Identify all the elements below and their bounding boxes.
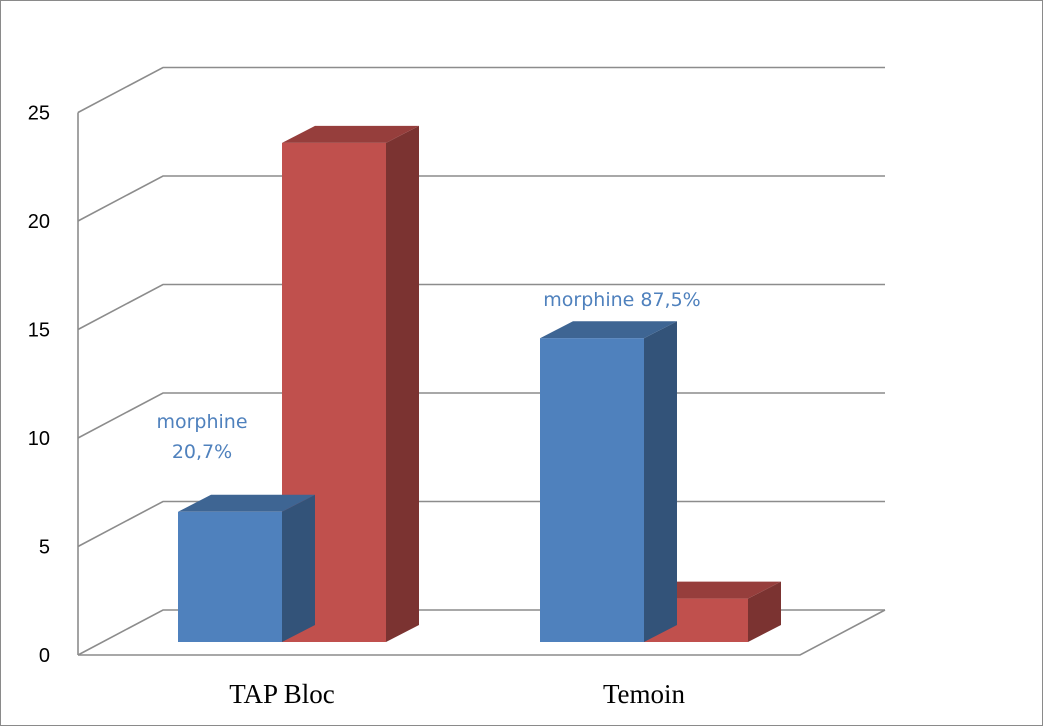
annotation-line: morphine [156, 411, 247, 433]
y-tick-label: 0 [39, 645, 50, 667]
bars [178, 125, 781, 642]
bar-side-face [748, 581, 781, 642]
y-tick-label: 5 [39, 537, 50, 559]
bar [540, 321, 677, 642]
bar-side-face [386, 125, 419, 642]
y-tick-label: 15 [28, 320, 50, 342]
x-category-label: Temoin [603, 679, 686, 709]
bar-annotation: morphine 87,5% [543, 289, 700, 311]
bar-side-face [644, 321, 677, 642]
bar-top-face [178, 494, 315, 512]
floor-front-edge [78, 609, 886, 656]
y-tick-label: 25 [28, 103, 50, 125]
gridline [77, 66, 885, 114]
y-tick-label: 20 [28, 211, 50, 233]
bar-front-face [540, 338, 644, 642]
bar-top-face [282, 125, 419, 143]
bar-top-face [540, 321, 677, 339]
bar-annotation: morphine 20,7% [156, 411, 247, 463]
gridline [77, 175, 885, 222]
bar-top-face [644, 581, 781, 599]
x-axis-labels: TAP Bloc Temoin [229, 679, 685, 709]
annotations: morphine 20,7% morphine 87,5% [156, 289, 700, 463]
y-tick-label: 10 [28, 428, 50, 450]
gridline [77, 283, 885, 331]
bar [178, 494, 315, 642]
bar-side-face [282, 494, 315, 642]
x-category-label: TAP Bloc [229, 679, 335, 709]
annotation-line: morphine 87,5% [543, 289, 700, 311]
annotation-line: 20,7% [172, 441, 232, 463]
y-axis-ticks: 0 5 10 15 20 25 [28, 103, 50, 668]
bar-front-face [178, 511, 282, 642]
